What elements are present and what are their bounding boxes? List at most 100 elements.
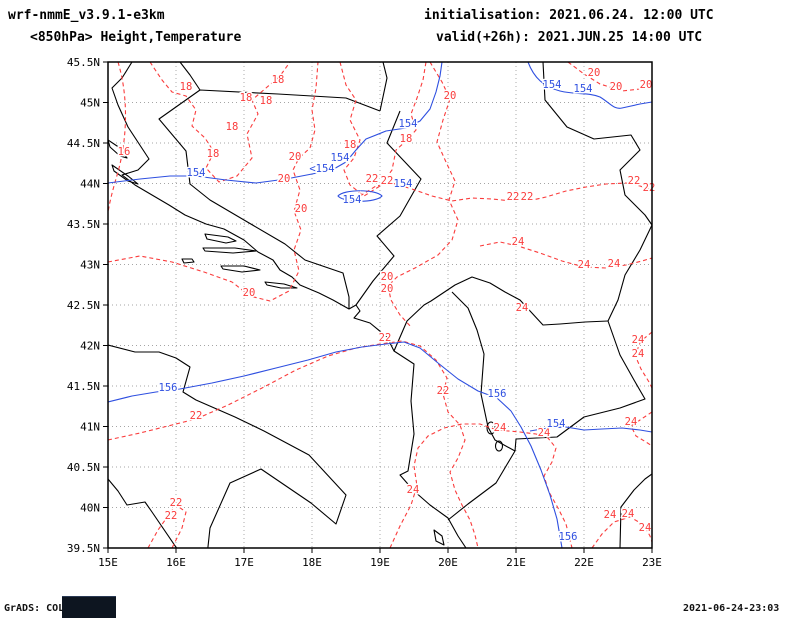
temperature-contour-label: 18	[400, 133, 413, 145]
x-axis-label: 22E	[574, 556, 594, 569]
border-danube	[379, 62, 388, 112]
temperature-contour-label: 22	[437, 385, 450, 397]
temperature-contour-label: 24	[632, 348, 645, 360]
plot-frame	[107, 61, 653, 549]
temperature-contour	[149, 62, 291, 183]
temperature-contour-label: 18	[344, 139, 357, 151]
temperature-contour-label: 22	[165, 510, 178, 522]
border-serbia-romania-bulgaria-greece	[447, 62, 652, 521]
temperature-contour-label: 24	[578, 259, 591, 271]
height-contour-label: 154	[331, 152, 350, 164]
temperature-contour-label: 24	[516, 302, 529, 314]
temperature-contour-label: 22	[507, 191, 520, 203]
temperature-contour-label: 24	[538, 427, 551, 439]
temperature-contour	[108, 62, 126, 214]
temperature-contour-label: 20	[295, 203, 308, 215]
x-axis-labels: 15E 16E 17E 18E 19E 20E 21E 22E 23E	[98, 556, 662, 569]
temperature-contour-label: 20	[588, 67, 601, 79]
temperature-contour-label: 24	[632, 334, 645, 346]
temperature-contour-label: 22	[170, 497, 183, 509]
height-contour-label: 154	[574, 83, 593, 95]
temperature-contour-label: 24	[512, 236, 525, 248]
x-axis-label: 18E	[302, 556, 322, 569]
temperature-contour-label: 18	[272, 74, 285, 86]
temperature-contour	[147, 504, 187, 548]
temperature-contour	[387, 62, 459, 329]
temperature-contour-label: 22	[628, 175, 641, 187]
border-drina	[355, 110, 422, 306]
temperature-contour-label: 22	[521, 191, 534, 203]
taskbar-fragment[interactable]	[62, 596, 116, 618]
border-slovenia-croatia	[179, 62, 201, 91]
x-axis-label: 17E	[234, 556, 254, 569]
y-axis-label: 43N	[80, 259, 100, 272]
y-axis-label: 40N	[80, 502, 100, 515]
island-outline	[433, 529, 445, 546]
height-contour-label: 154	[547, 418, 566, 430]
height-contour-label: 156	[159, 382, 178, 394]
height-contour-label: <154	[309, 163, 334, 175]
temperature-contour-layer	[108, 62, 652, 548]
temperature-contour-label: 22	[381, 175, 394, 187]
temperature-contour-label: 20	[640, 79, 653, 91]
temperature-contour-label: 24	[608, 258, 621, 270]
island-outline	[111, 164, 139, 185]
height-contour-label: 156	[559, 531, 578, 543]
y-axis-label: 43.5N	[67, 218, 100, 231]
lake-prespa	[494, 440, 504, 452]
temperature-contour-label: 20	[444, 90, 457, 102]
temperature-contour	[634, 331, 652, 389]
temperature-contour-label: 24	[639, 522, 652, 534]
island-outline	[181, 258, 195, 264]
island-outline	[108, 139, 128, 159]
temperature-contour	[359, 182, 652, 202]
coastline-italy	[108, 344, 347, 548]
temperature-contour-label: 24	[494, 422, 507, 434]
height-contour	[108, 341, 563, 548]
temperature-contour	[479, 241, 652, 269]
temperature-contour	[630, 411, 652, 447]
y-axis-label: 39.5N	[67, 542, 100, 555]
y-axis-label: 40.5N	[67, 461, 100, 474]
temperature-contour-label: 18	[180, 81, 193, 93]
creation-timestamp: 2021-06-24-23:03	[683, 603, 779, 614]
temperature-contour	[567, 62, 652, 92]
temperature-contour	[108, 62, 319, 302]
temperature-contour-label: 20	[381, 283, 394, 295]
height-contour-layer	[108, 62, 652, 548]
temperature-contour-label: 20	[381, 271, 394, 283]
temperature-contour-label: 22	[190, 410, 203, 422]
coastline-balkan-adriatic	[111, 62, 467, 548]
y-axis-label: 42.5N	[67, 299, 100, 312]
temperature-contour-label: 20	[610, 81, 623, 93]
temperature-contour-label: 24	[625, 416, 638, 428]
border-albania-east	[451, 291, 516, 452]
height-contour-label: 154	[343, 194, 362, 206]
height-contour-label: 154	[399, 118, 418, 130]
temperature-contour	[108, 340, 479, 548]
island-outline	[204, 233, 237, 244]
coastline-aegean	[619, 473, 652, 548]
x-axis-label: 19E	[370, 556, 390, 569]
island-outline	[202, 247, 257, 254]
temperature-contour-label: 18	[260, 95, 273, 107]
init-time: initialisation: 2021.06.24. 12:00 UTC	[424, 8, 714, 23]
temperature-contour-label: 18	[207, 148, 220, 160]
y-axis-label: 45N	[80, 97, 100, 110]
height-contour-closed-low	[337, 190, 383, 202]
height-contour	[529, 426, 652, 433]
y-axis-label: 42N	[80, 340, 100, 353]
x-axis-label: 23E	[642, 556, 662, 569]
grads-credit: GrADS: COLA/IGES	[4, 603, 100, 614]
temperature-contour	[591, 516, 652, 548]
height-contour-label: 154	[394, 178, 413, 190]
temperature-contour-label: 16	[118, 146, 131, 158]
border-montenegro-kosovo-macedonia	[393, 276, 609, 352]
model-title: wrf-nmmE_v3.9.1-e3km	[8, 8, 165, 23]
temperature-contour-label: 22	[643, 182, 656, 194]
valid-time: valid(+26h): 2021.JUN.25 14:00 UTC	[436, 30, 702, 45]
island-outline	[264, 281, 298, 289]
